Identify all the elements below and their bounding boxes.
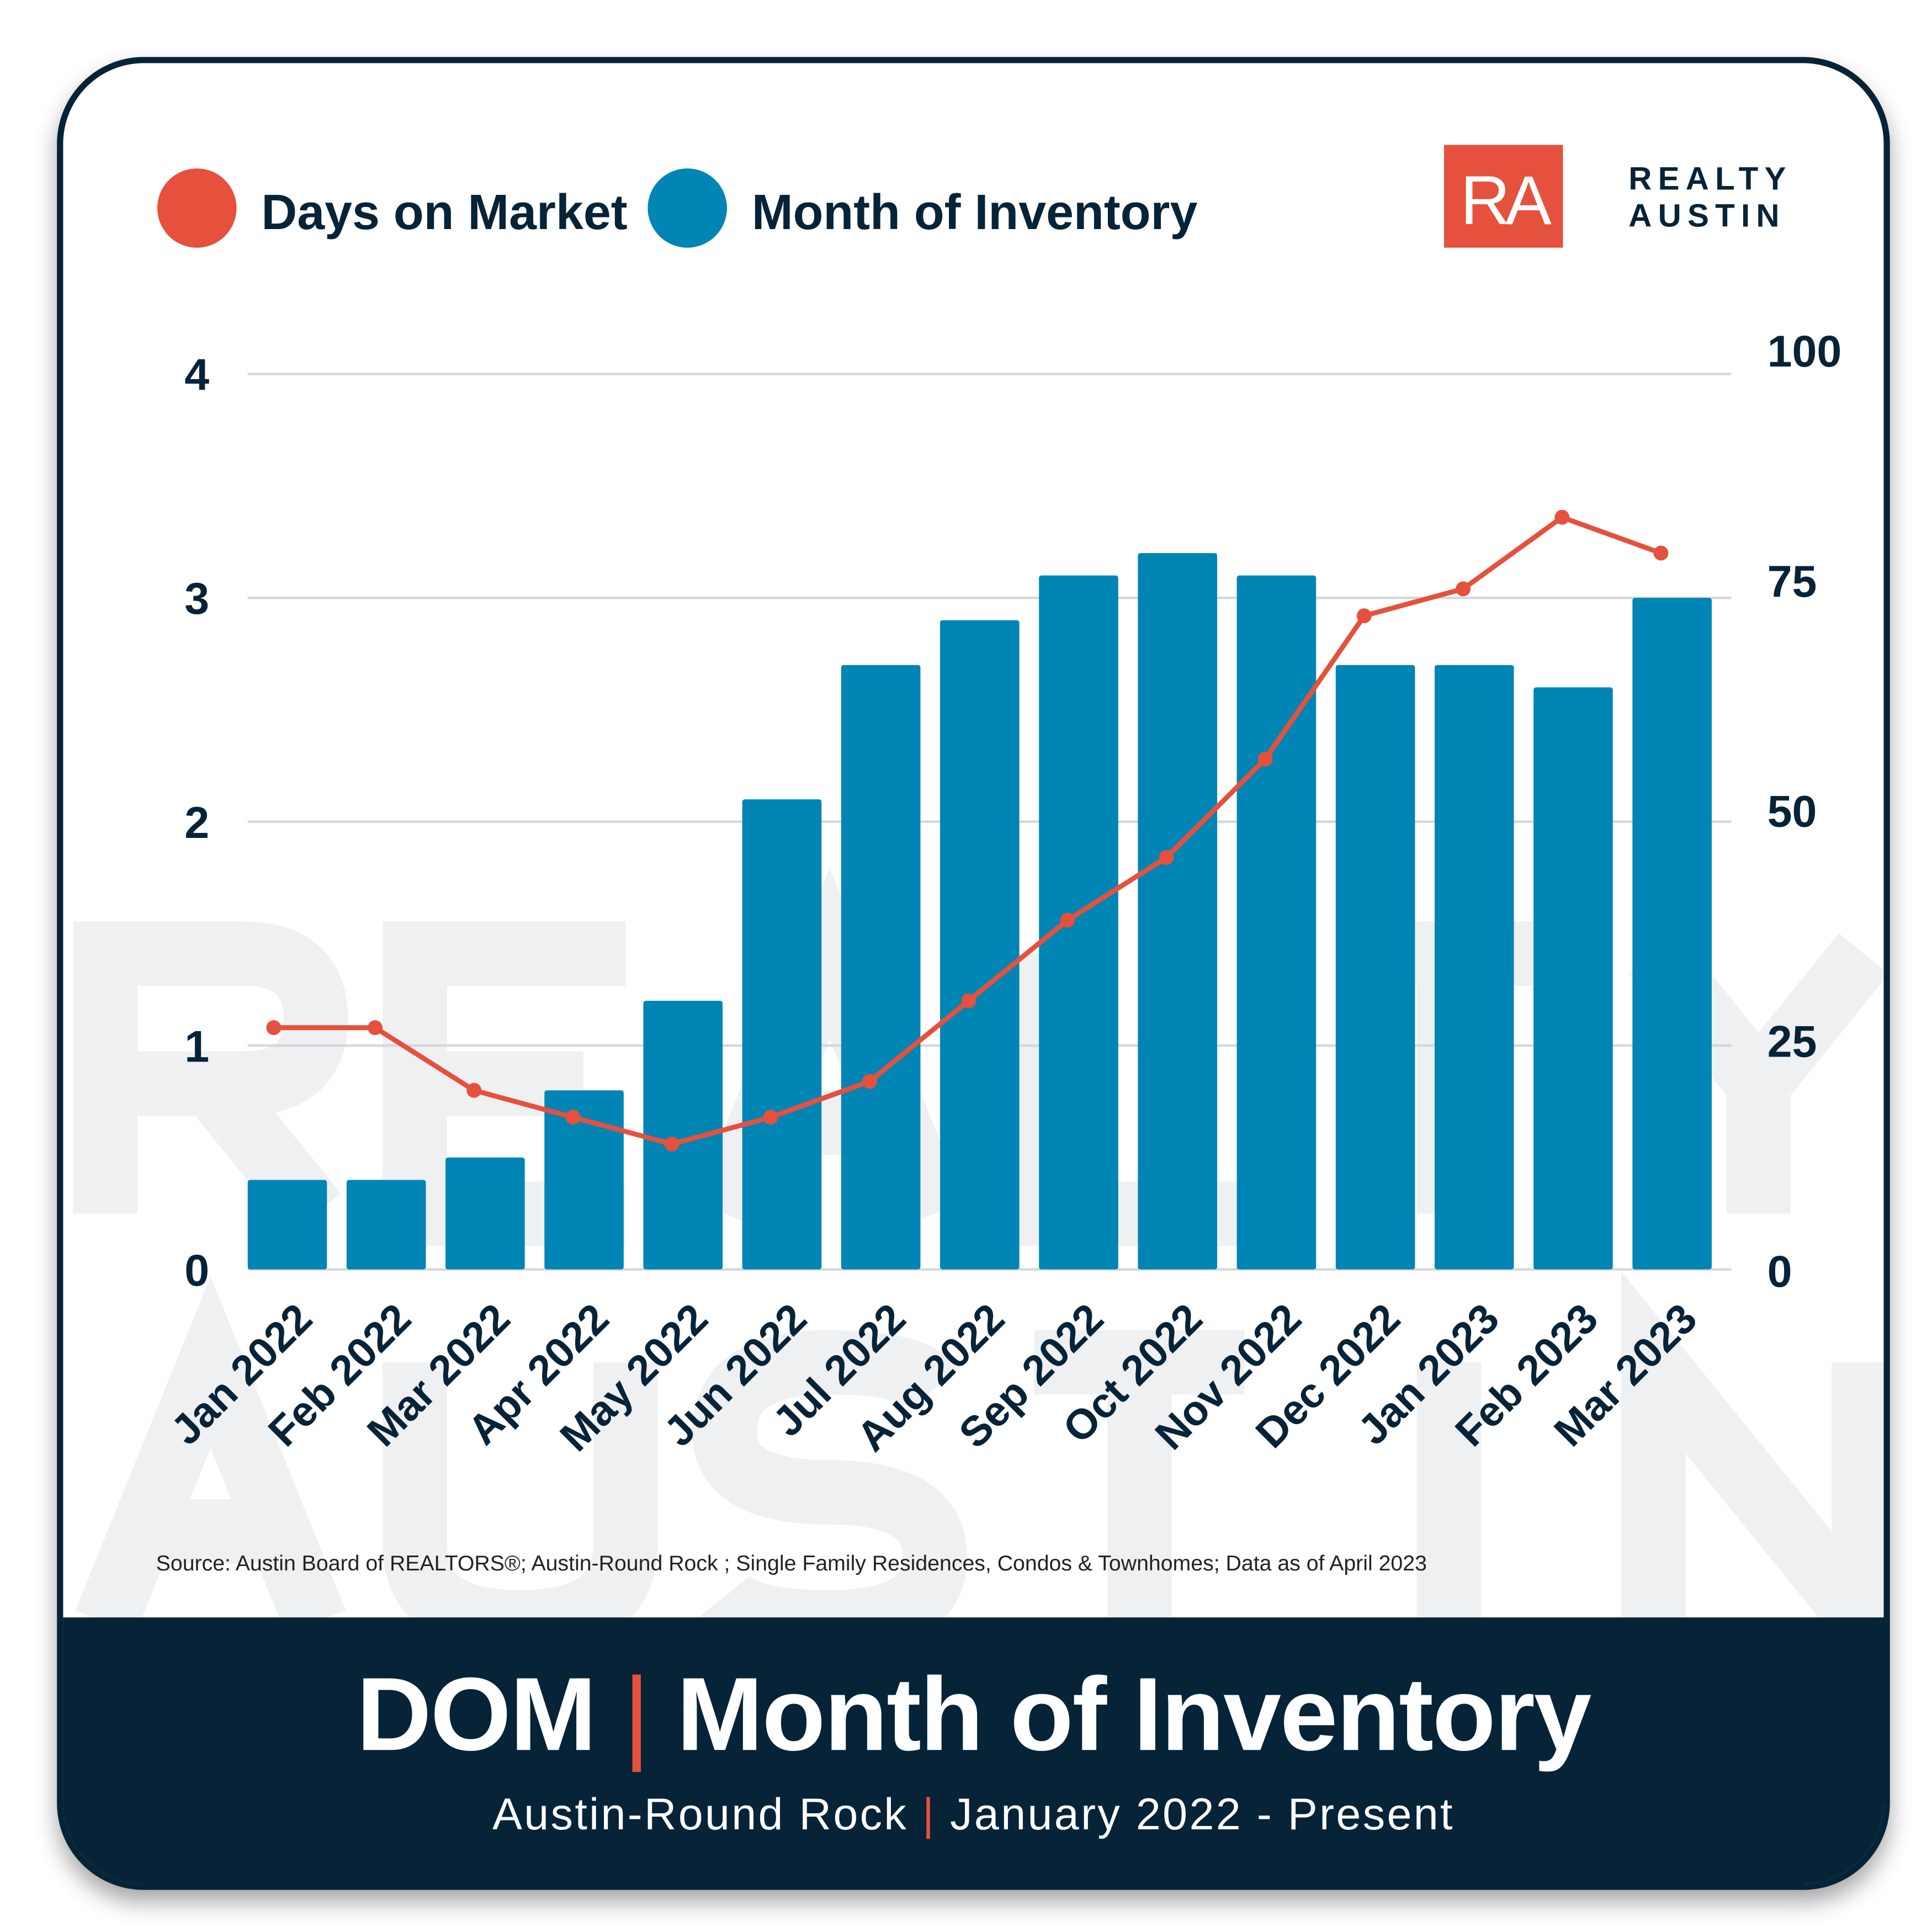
right-tick-label: 0 (1768, 1247, 1792, 1297)
left-tick-label: 1 (184, 1022, 209, 1071)
bar (742, 799, 822, 1270)
footer-subtitle: Austin-Round Rock | January 2022 - Prese… (63, 1788, 1883, 1840)
dom-point (763, 1110, 778, 1125)
subtitle-right: January 2022 - Present (950, 1788, 1455, 1839)
footer-title: DOM | Month of Inventory (63, 1654, 1883, 1775)
dom-point (266, 1020, 282, 1036)
dom-point (466, 1082, 482, 1098)
title-right: Month of Inventory (676, 1655, 1592, 1772)
right-axis: 0 25 50 75 100 (1768, 327, 1842, 1297)
left-tick-label: 3 (184, 574, 209, 624)
bar (1434, 665, 1514, 1270)
logo: RA REALTY AUSTIN (1444, 145, 1792, 248)
bar (1533, 687, 1613, 1270)
dom-point (565, 1110, 581, 1125)
watermark-letter (105, 1362, 316, 1622)
dom-point (1356, 608, 1372, 623)
watermark-letter (1034, 1362, 1244, 1622)
dom-point (1653, 545, 1669, 561)
title-left: DOM (356, 1655, 597, 1772)
bar (841, 665, 921, 1270)
dom-point (862, 1074, 877, 1089)
dom-point (664, 1137, 680, 1152)
bar (544, 1090, 624, 1270)
bar (1335, 665, 1415, 1270)
dom-point (961, 993, 976, 1009)
dom-point (1060, 912, 1075, 928)
source-note: Source: Austin Board of REALTORS®; Austi… (156, 1551, 1427, 1575)
logo-line2: AUSTIN (1628, 198, 1785, 234)
bar (1138, 553, 1218, 1270)
bars (247, 553, 1712, 1270)
legend-label-moi: Month of Inventory (752, 185, 1198, 240)
dom-point (1159, 850, 1174, 865)
bar (247, 1180, 327, 1270)
right-tick-label: 50 (1768, 787, 1817, 837)
bar (445, 1157, 525, 1270)
footer-banner: DOM | Month of Inventory Austin-Round Ro… (63, 1617, 1884, 1884)
legend: Days on Market Month of Inventory (157, 168, 1198, 248)
left-tick-label: 2 (184, 798, 209, 848)
bar (1236, 575, 1317, 1270)
subtitle-divider: | (922, 1788, 936, 1839)
right-tick-label: 25 (1768, 1017, 1817, 1066)
legend-marker-dom (157, 168, 237, 248)
title-divider: | (623, 1655, 650, 1772)
dom-line (266, 509, 1669, 1152)
dom-point (1456, 581, 1471, 597)
right-tick-label: 100 (1768, 327, 1842, 376)
left-axis: 0 1 2 3 4 (184, 351, 209, 1296)
bar (643, 1001, 723, 1270)
bar (940, 620, 1020, 1270)
dom-point (1257, 751, 1273, 767)
bar (346, 1180, 426, 1270)
watermark-letter (105, 954, 316, 1214)
chart: Days on Market Month of Inventory RA REA… (63, 63, 1883, 1623)
dom-point (368, 1020, 383, 1036)
logo-mark-bg (1444, 145, 1563, 248)
dom-point (1554, 509, 1570, 525)
left-tick-label: 4 (184, 351, 209, 400)
right-tick-label: 75 (1768, 557, 1817, 607)
logo-line1: REALTY (1628, 161, 1792, 197)
subtitle-left: Austin-Round Rock (492, 1788, 909, 1839)
watermark-letter (1653, 1362, 1864, 1622)
left-tick-label: 0 (184, 1246, 209, 1296)
legend-label-dom: Days on Market (261, 185, 627, 240)
legend-marker-moi (647, 168, 727, 248)
logo-mark: RA (1460, 161, 1552, 239)
infographic-card: Days on Market Month of Inventory RA REA… (57, 57, 1890, 1890)
bar (1039, 575, 1118, 1270)
bar (1632, 598, 1712, 1270)
